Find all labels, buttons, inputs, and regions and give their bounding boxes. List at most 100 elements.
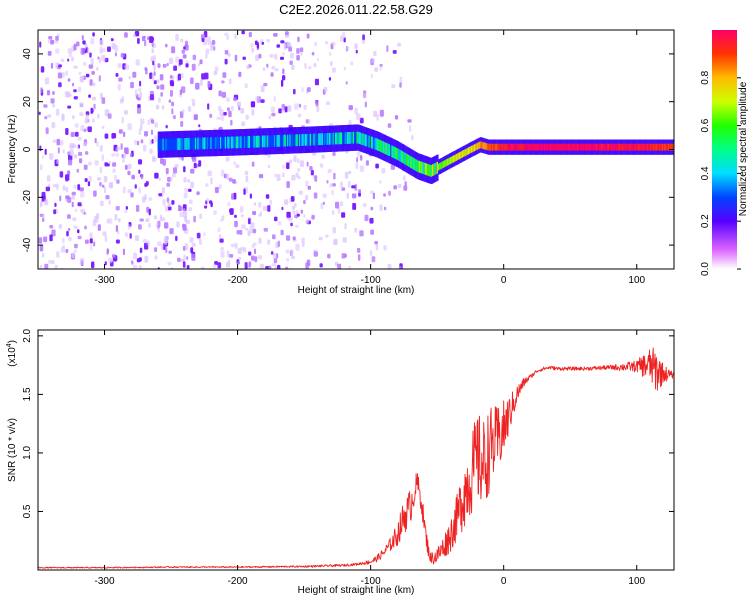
spectrogram-noise-cell: [140, 174, 144, 180]
spectrogram-noise-cell: [305, 180, 309, 187]
spectrogram-ridge-core: [491, 143, 494, 151]
spectrogram-noise-cell: [220, 251, 225, 258]
spectrogram-noise-cell: [51, 122, 56, 129]
spectrogram-noise-cell: [142, 239, 148, 244]
spectrogram-noise-cell: [180, 73, 184, 79]
spectrogram-noise-cell: [138, 159, 143, 165]
spectrogram-noise-cell: [372, 192, 375, 200]
spectrogram-ridge-core: [235, 136, 238, 149]
spectrogram-ridge-core: [255, 135, 258, 148]
spectrogram-ridge-core: [199, 137, 202, 150]
spectrogram-ridge-core: [311, 133, 313, 146]
spectrogram-ridge-core: [421, 161, 423, 174]
spectrogram-noise-cell: [168, 99, 171, 103]
spectrogram-ridge-core: [598, 143, 601, 151]
spectrogram-ridge-core: [614, 143, 616, 151]
spectrogram-ridge-core: [539, 143, 542, 151]
spectrogram-ridge-core: [409, 155, 411, 168]
spectrogram-noise-cell: [161, 105, 165, 110]
spectrogram-noise-cell: [101, 184, 105, 188]
spectrogram-noise-cell: [332, 67, 336, 73]
spectrogram-noise-cell: [251, 109, 255, 116]
spectrogram-noise-cell: [54, 40, 59, 44]
spectrogram-noise-cell: [233, 161, 237, 165]
spectrogram-noise-cell: [55, 35, 59, 41]
spectrogram-noise-cell: [67, 58, 70, 62]
spectrogram-noise-cell: [104, 261, 107, 266]
spectrogram-noise-cell: [77, 184, 81, 191]
spectrogram-ridge-core: [247, 136, 250, 148]
spectrogram-ridge-core: [497, 143, 500, 151]
spectrogram-ridge-core: [356, 131, 359, 144]
spectrogram-noise-cell: [49, 153, 54, 160]
spectrogram-noise-cell: [322, 193, 327, 198]
snr-multiplier-base: (x10: [7, 347, 18, 367]
spectrogram-noise-cell: [114, 44, 119, 52]
spectrogram-noise-cell: [201, 73, 206, 80]
spectrogram-noise-cell: [68, 154, 73, 161]
spectrogram-noise-cell: [79, 102, 84, 108]
spectrogram-noise-cell: [238, 71, 242, 78]
spectrogram-noise-cell: [84, 178, 88, 183]
spectrogram-noise-cell: [52, 139, 57, 143]
spectrogram-noise-cell: [128, 76, 131, 80]
spectrogram-noise-cell: [207, 41, 212, 46]
spectrogram-ridge-core: [574, 143, 577, 151]
spectrogram-ridge-core: [455, 153, 458, 161]
spectrogram-noise-cell: [130, 81, 134, 89]
spectrogram-noise-cell: [107, 113, 112, 119]
spectrogram-ridge-core: [639, 143, 641, 151]
spectrogram-noise-cell: [70, 132, 75, 137]
spectrogram-noise-cell: [381, 168, 386, 174]
spectrogram-noise-cell: [258, 237, 262, 244]
spectrogram-ridge-core: [445, 159, 447, 167]
spectrogram-ridge-core: [333, 132, 336, 145]
spectrogram-noise-cell: [138, 128, 141, 136]
spectrogram-noise-cell: [332, 210, 335, 215]
spectrogram-noise-cell: [268, 265, 272, 269]
spectrogram-noise-cell: [245, 175, 249, 183]
spectrogram-noise-cell: [44, 116, 48, 120]
spectrogram-noise-cell: [92, 219, 97, 227]
spectrogram-ridge-core: [264, 135, 267, 148]
spectrogram-noise-cell: [291, 255, 296, 260]
spectrogram-noise-cell: [393, 185, 398, 190]
spectrogram-noise-cell: [254, 248, 257, 255]
spectrogram-noise-cell: [358, 192, 361, 197]
spectrogram-ridge-core: [361, 133, 364, 145]
spectrogram-noise-cell: [134, 89, 138, 97]
spectrogram-ridge-core: [521, 143, 524, 151]
spectrogram-noise-cell: [221, 169, 225, 177]
spectrogram-ridge-core: [410, 156, 413, 169]
spectrogram-ridge-core: [469, 146, 471, 154]
spectrogram-ridge-core: [620, 143, 622, 151]
spectrogram-ridge-core: [507, 143, 510, 151]
spectrogram-noise-cell: [337, 207, 341, 214]
spectrogram-ridge-core: [173, 138, 176, 151]
spectrogram-ridge-core: [376, 138, 379, 151]
spectrogram-noise-cell: [96, 141, 99, 147]
spectrogram-noise-cell: [189, 237, 194, 243]
spectrogram-noise-cell: [328, 77, 332, 81]
spectrogram-noise-cell: [221, 91, 226, 98]
spectrogram-noise-cell: [93, 103, 96, 110]
spectrogram-ridge-core: [467, 147, 470, 155]
spectrogram-noise-cell: [299, 47, 304, 53]
spectrogram-noise-cell: [67, 78, 71, 82]
spectrogram-noise-cell: [234, 33, 237, 40]
spectrogram-noise-cell: [206, 36, 211, 42]
spectrogram-noise-cell: [310, 169, 314, 176]
spectrogram-ridge-core: [508, 143, 511, 151]
spectrogram-ridge-core: [513, 143, 516, 151]
spectrogram-ridge-core: [273, 135, 276, 147]
spectrogram-noise-cell: [191, 253, 196, 261]
spectrogram-ridge-core: [397, 148, 399, 161]
spectrogram-noise-cell: [92, 82, 96, 87]
spectrogram-ridge-core: [483, 142, 486, 150]
spectrogram-noise-cell: [144, 131, 148, 137]
snr-x-tick-label: 100: [628, 576, 645, 587]
spectrogram-noise-cell: [245, 114, 249, 120]
spectrogram-noise-cell: [323, 86, 328, 92]
spectrogram-ridge-core: [224, 136, 227, 149]
spectrogram-noise-cell: [304, 62, 307, 69]
